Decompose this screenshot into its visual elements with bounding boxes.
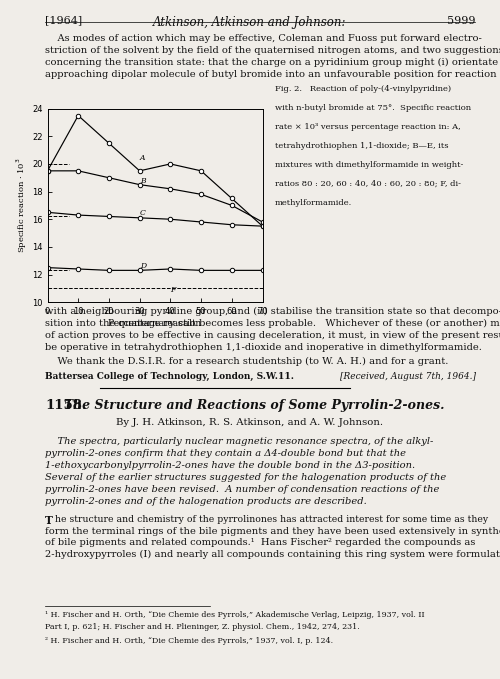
- Text: Fig. 2.   Reaction of poly-(4-vinylpyridine): Fig. 2. Reaction of poly-(4-vinylpyridin…: [275, 85, 451, 93]
- Text: Several of the earlier structures suggested for the halogenation products of the: Several of the earlier structures sugges…: [45, 473, 446, 482]
- Text: A: A: [140, 153, 145, 162]
- Text: with a neighbouring pyridine group, and (ii) stabilise the transition state so t: with a neighbouring pyridine group, and …: [45, 307, 500, 316]
- Text: sition into the quaternary salt becomes less probable.   Whichever of these (or : sition into the quaternary salt becomes …: [45, 318, 500, 328]
- Text: be operative in tetrahydrothiophen 1,1-dioxide and inoperative in dimethylformam: be operative in tetrahydrothiophen 1,1-d…: [45, 342, 482, 352]
- Text: D: D: [140, 261, 146, 270]
- Text: ratios 80 : 20, 60 : 40, 40 : 60, 20 : 80; F, di-: ratios 80 : 20, 60 : 40, 40 : 60, 20 : 8…: [275, 180, 461, 188]
- Text: pyrrolin-2-ones have been revised.  A number of condensation reactions of the: pyrrolin-2-ones have been revised. A num…: [45, 485, 440, 494]
- Text: Battersea College of Technology, London, S.W.11.: Battersea College of Technology, London,…: [45, 372, 294, 381]
- Text: ² H. Fischer and H. Orth, “Die Chemie des Pyrrols,” 1937, vol. I, p. 124.: ² H. Fischer and H. Orth, “Die Chemie de…: [45, 637, 333, 645]
- Text: We thank the D.S.I.R. for a research studentship (to W. A. H.) and for a grant.: We thank the D.S.I.R. for a research stu…: [45, 356, 448, 365]
- Text: pyrrolin-2-ones and of the halogenation products are described.: pyrrolin-2-ones and of the halogenation …: [45, 497, 367, 506]
- Text: Part I, p. 621; H. Fischer and H. Plieninger, Z. physiol. Chem., 1942, 274, 231.: Part I, p. 621; H. Fischer and H. Plieni…: [45, 623, 360, 631]
- Text: [Received, August 7th, 1964.]: [Received, August 7th, 1964.]: [340, 372, 476, 381]
- Text: 1-ethoxycarbonylpyrrolin-2-ones have the double bond in the Δ3-position.: 1-ethoxycarbonylpyrrolin-2-ones have the…: [45, 461, 415, 470]
- Text: rate × 10³ versus percentage reaction in: A,: rate × 10³ versus percentage reaction in…: [275, 123, 461, 131]
- Text: striction of the solvent by the field of the quaternised nitrogen atoms, and two: striction of the solvent by the field of…: [45, 46, 500, 55]
- Text: mixtures with dimethylformamide in weight-: mixtures with dimethylformamide in weigh…: [275, 161, 464, 169]
- Text: form the terminal rings of the bile pigments and they have been used extensively: form the terminal rings of the bile pigm…: [45, 527, 500, 536]
- Text: [1964]: [1964]: [45, 16, 82, 26]
- Text: Atkinson, Atkinson and Johnson:: Atkinson, Atkinson and Johnson:: [153, 16, 347, 29]
- Y-axis label: Specific reaction $\cdot$ 10$^{3}$: Specific reaction $\cdot$ 10$^{3}$: [15, 158, 29, 253]
- Text: As modes of action which may be effective, Coleman and Fuoss put forward electro: As modes of action which may be effectiv…: [45, 34, 482, 43]
- Text: 5999: 5999: [446, 16, 475, 26]
- Text: methylformamide.: methylformamide.: [275, 199, 352, 207]
- Text: C: C: [140, 209, 145, 217]
- Text: B: B: [140, 177, 145, 185]
- Text: of bile pigments and related compounds.¹  Hans Fischer² regarded the compounds a: of bile pigments and related compounds.¹…: [45, 538, 476, 547]
- Text: T: T: [45, 515, 53, 526]
- Text: 1158.: 1158.: [45, 399, 86, 412]
- Text: The Structure and Reactions of Some Pyrrolin-2-ones.: The Structure and Reactions of Some Pyrr…: [55, 399, 445, 412]
- Text: tetrahydrothiophen 1,1-dioxide; B—E, its: tetrahydrothiophen 1,1-dioxide; B—E, its: [275, 142, 448, 150]
- Text: concerning the transition state: that the charge on a pyridinium group might (i): concerning the transition state: that th…: [45, 58, 500, 67]
- Text: of action proves to be effective in causing deceleration, it must, in view of th: of action proves to be effective in caus…: [45, 331, 500, 340]
- Text: ¹ H. Fischer and H. Orth, “Die Chemie des Pyrrols,” Akademische Verlag, Leipzig,: ¹ H. Fischer and H. Orth, “Die Chemie de…: [45, 611, 424, 619]
- Text: 2-hydroxypyrroles (I) and nearly all compounds containing this ring system were : 2-hydroxypyrroles (I) and nearly all com…: [45, 550, 500, 559]
- Text: approaching dipolar molecule of butyl bromide into an unfavourable position for : approaching dipolar molecule of butyl br…: [45, 69, 496, 79]
- Text: By J. H. Atkinson, R. S. Atkinson, and A. W. Johnson.: By J. H. Atkinson, R. S. Atkinson, and A…: [116, 418, 384, 427]
- Text: pyrrolin-2-ones confirm that they contain a Δ4-double bond but that the: pyrrolin-2-ones confirm that they contai…: [45, 449, 406, 458]
- Text: he structure and chemistry of the pyrrolinones has attracted interest for some t: he structure and chemistry of the pyrrol…: [55, 515, 488, 524]
- Text: F: F: [170, 286, 175, 294]
- Text: The spectra, particularly nuclear magnetic resonance spectra, of the alkyl-: The spectra, particularly nuclear magnet…: [45, 437, 434, 446]
- Text: with n-butyl bromide at 75°.  Specific reaction: with n-butyl bromide at 75°. Specific re…: [275, 104, 471, 112]
- X-axis label: Percentage reaction: Percentage reaction: [108, 319, 202, 328]
